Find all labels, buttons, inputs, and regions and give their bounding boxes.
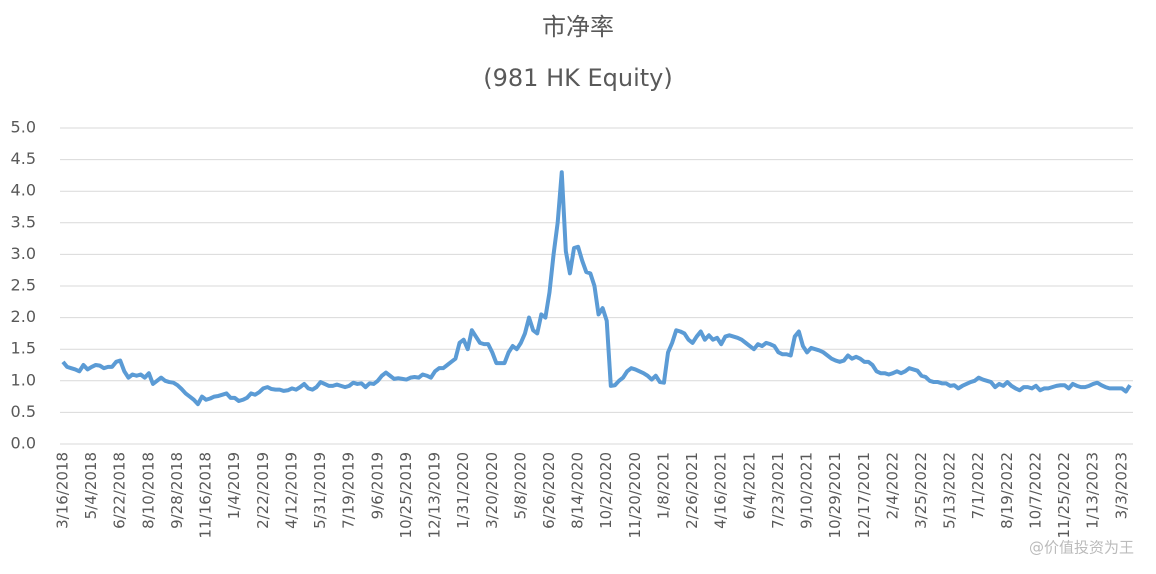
- y-tick-label: 3.0: [11, 244, 36, 263]
- y-tick-label: 2.0: [11, 307, 36, 326]
- y-tick-label: 4.0: [11, 181, 36, 200]
- x-tick-label: 8/19/2022: [998, 452, 1016, 529]
- x-tick-label: 6/26/2020: [540, 452, 558, 529]
- x-tick-label: 3/25/2022: [912, 452, 930, 529]
- x-tick-label: 5/13/2022: [941, 452, 959, 529]
- y-tick-label: 0.5: [11, 402, 36, 421]
- x-tick-label: 11/25/2022: [1055, 452, 1073, 538]
- x-tick-label: 1/31/2020: [454, 452, 472, 529]
- x-tick-label: 3/3/2023: [1112, 452, 1130, 519]
- x-tick-label: 1/4/2019: [225, 452, 243, 519]
- data-line: [61, 170, 1132, 407]
- x-tick-label: 11/16/2018: [197, 452, 215, 538]
- x-tick-label: 11/20/2020: [626, 452, 644, 538]
- x-tick-label: 9/10/2021: [798, 452, 816, 529]
- chart-subtitle: (981 HK Equity): [483, 64, 672, 92]
- x-tick-label: 7/1/2022: [969, 452, 987, 519]
- x-tick-label: 6/4/2021: [740, 452, 758, 519]
- x-tick-label: 10/25/2019: [397, 452, 415, 538]
- x-tick-label: 7/23/2021: [769, 452, 787, 529]
- y-tick-label: 0.0: [11, 434, 36, 453]
- y-tick-label: 1.0: [11, 370, 36, 389]
- y-tick-label: 2.5: [11, 276, 36, 295]
- watermark: @价值投资为王: [1029, 539, 1134, 557]
- y-tick-label: 3.5: [11, 212, 36, 231]
- x-tick-label: 9/6/2019: [368, 452, 386, 519]
- x-tick-label: 2/26/2021: [683, 452, 701, 529]
- x-tick-label: 10/2/2020: [597, 452, 615, 529]
- x-tick-label: 10/29/2021: [826, 452, 844, 538]
- y-tick-label: 5.0: [11, 118, 36, 137]
- x-tick-label: 5/8/2020: [511, 452, 529, 519]
- x-tick-label: 5/31/2019: [311, 452, 329, 529]
- x-tick-label: 7/19/2019: [340, 452, 358, 529]
- x-tick-label: 1/13/2023: [1084, 452, 1102, 529]
- chart-title: 市净率: [542, 13, 614, 41]
- x-tick-label: 4/16/2021: [712, 452, 730, 529]
- x-tick-label: 9/28/2018: [168, 452, 186, 529]
- x-tick-label: 3/16/2018: [54, 452, 72, 529]
- x-tick-label: 2/4/2022: [883, 452, 901, 519]
- x-tick-label: 2/22/2019: [254, 452, 272, 529]
- x-tick-label: 12/17/2021: [855, 452, 873, 538]
- x-tick-label: 1/8/2021: [654, 452, 672, 519]
- x-tick-label: 3/20/2020: [483, 452, 501, 529]
- x-tick-label: 4/12/2019: [282, 452, 300, 529]
- x-tick-label: 8/14/2020: [569, 452, 587, 529]
- x-tick-label: 6/22/2018: [111, 452, 129, 529]
- y-tick-label: 4.5: [11, 149, 36, 168]
- x-tick-label: 8/10/2018: [139, 452, 157, 529]
- x-tick-label: 5/4/2018: [82, 452, 100, 519]
- x-tick-label: 12/13/2019: [426, 452, 444, 538]
- x-tick-label: 10/7/2022: [1026, 452, 1044, 529]
- y-tick-label: 1.5: [11, 339, 36, 358]
